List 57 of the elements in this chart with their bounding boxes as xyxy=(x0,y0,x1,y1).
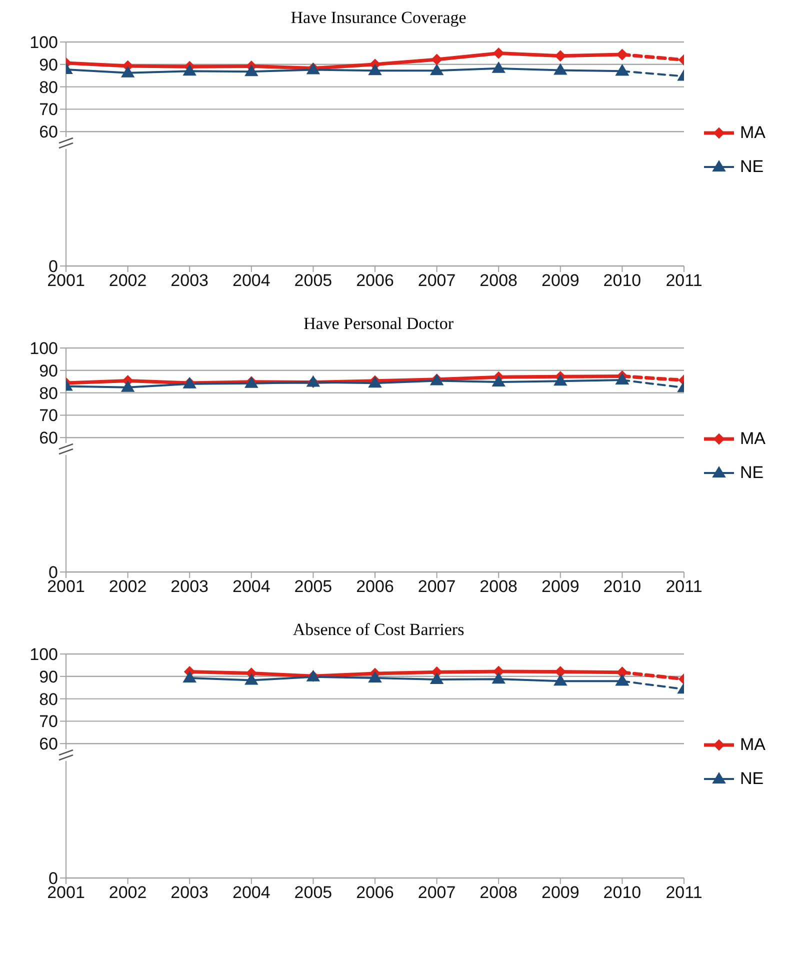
x-tick-label: 2011 xyxy=(666,577,702,596)
x-tick-label: 2003 xyxy=(170,271,209,290)
y-tick-label: 60 xyxy=(39,122,58,142)
x-tick-label: 2008 xyxy=(480,883,518,902)
x-tick-label: 2007 xyxy=(418,271,456,290)
x-tick-label: 2010 xyxy=(603,271,642,290)
x-tick-label: 2009 xyxy=(541,577,580,596)
x-tick-label: 2003 xyxy=(170,577,209,596)
legend-label: NE xyxy=(740,463,764,483)
x-tick-label: 2008 xyxy=(480,577,518,596)
x-tick-label: 2002 xyxy=(108,883,147,902)
x-tick-label: 2005 xyxy=(294,883,332,902)
x-tick-label: 2001 xyxy=(47,577,85,596)
legend-label: NE xyxy=(740,157,764,177)
x-tick-label: 2005 xyxy=(294,271,332,290)
y-tick-label: 80 xyxy=(39,384,58,403)
chart-title: Have Insurance Coverage xyxy=(290,8,468,29)
legend-label: MA xyxy=(740,429,766,449)
y-tick-label: 90 xyxy=(39,667,58,686)
x-tick-label: 2009 xyxy=(541,883,580,902)
x-tick-label: 2007 xyxy=(418,577,456,596)
x-tick-label: 2011 xyxy=(666,883,702,902)
chart-title: Have Personal Doctor xyxy=(302,314,455,335)
y-tick-label: 90 xyxy=(39,361,58,380)
x-tick-label: 2006 xyxy=(356,883,394,902)
x-tick-label: 2004 xyxy=(232,577,270,596)
y-tick-label: 60 xyxy=(39,734,58,754)
x-tick-label: 2010 xyxy=(603,883,642,902)
y-tick-label: 80 xyxy=(39,78,58,97)
y-tick-label: 80 xyxy=(39,690,58,709)
x-tick-label: 2002 xyxy=(108,577,147,596)
y-tick-label: 70 xyxy=(39,406,58,426)
x-tick-label: 2009 xyxy=(541,271,580,290)
chart-title: Absence of Cost Barriers xyxy=(292,620,466,641)
y-tick-label: 70 xyxy=(39,712,58,732)
x-tick-label: 2006 xyxy=(356,577,394,596)
x-tick-label: 2002 xyxy=(108,271,147,290)
legend-label: MA xyxy=(740,123,766,143)
x-tick-label: 2011 xyxy=(666,271,702,290)
legend-label: MA xyxy=(740,735,766,755)
x-tick-label: 2004 xyxy=(232,883,270,902)
legend-label: NE xyxy=(740,769,764,789)
x-tick-label: 2003 xyxy=(170,883,209,902)
y-tick-label: 90 xyxy=(39,55,58,74)
x-tick-label: 2005 xyxy=(294,577,332,596)
y-tick-label: 100 xyxy=(30,645,58,664)
x-tick-label: 2008 xyxy=(480,271,518,290)
y-tick-label: 100 xyxy=(30,33,58,52)
x-tick-label: 2001 xyxy=(47,883,85,902)
x-tick-label: 2001 xyxy=(47,271,85,290)
x-tick-label: 2010 xyxy=(603,577,642,596)
x-tick-label: 2007 xyxy=(418,883,456,902)
y-tick-label: 60 xyxy=(39,428,58,448)
y-tick-label: 70 xyxy=(39,100,58,120)
x-tick-label: 2006 xyxy=(356,271,394,290)
x-tick-label: 2004 xyxy=(232,271,270,290)
y-tick-label: 100 xyxy=(30,339,58,358)
